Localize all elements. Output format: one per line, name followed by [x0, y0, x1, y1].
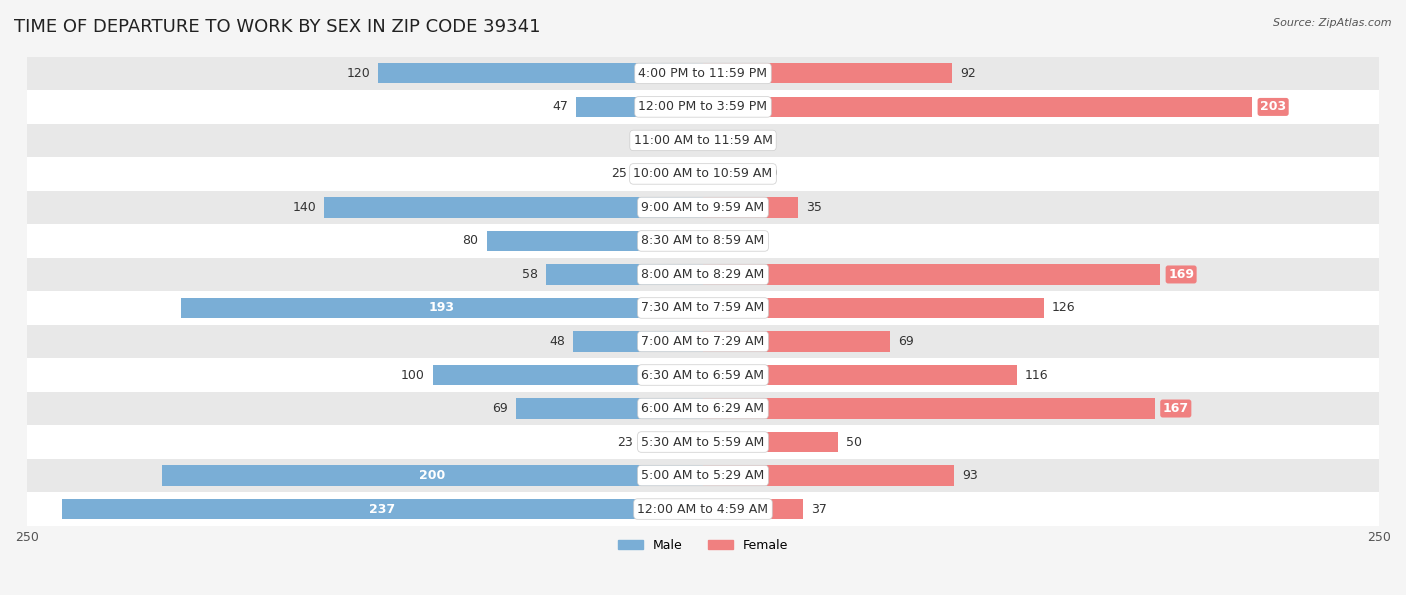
Text: 203: 203: [1260, 101, 1286, 114]
Bar: [703, 298, 1043, 318]
Text: 92: 92: [960, 67, 976, 80]
Bar: [27, 425, 1379, 459]
Text: 200: 200: [419, 469, 446, 482]
Bar: [576, 97, 703, 117]
Text: 35: 35: [806, 201, 821, 214]
Text: 15: 15: [752, 234, 768, 248]
Bar: [703, 231, 744, 251]
Text: 48: 48: [550, 335, 565, 348]
Bar: [62, 499, 703, 519]
Text: 19: 19: [762, 167, 779, 180]
Text: 69: 69: [897, 335, 914, 348]
Bar: [27, 325, 1379, 358]
Bar: [27, 459, 1379, 492]
Bar: [433, 365, 703, 385]
Bar: [703, 432, 838, 452]
Bar: [181, 298, 703, 318]
Text: 80: 80: [463, 234, 478, 248]
Text: 7:00 AM to 7:29 AM: 7:00 AM to 7:29 AM: [641, 335, 765, 348]
Bar: [546, 264, 703, 284]
Text: 69: 69: [492, 402, 509, 415]
Text: 237: 237: [370, 503, 395, 515]
Text: 11:00 AM to 11:59 AM: 11:00 AM to 11:59 AM: [634, 134, 772, 147]
Text: 25: 25: [612, 167, 627, 180]
Text: 0: 0: [709, 134, 717, 147]
Text: 8:30 AM to 8:59 AM: 8:30 AM to 8:59 AM: [641, 234, 765, 248]
Text: 167: 167: [1163, 402, 1189, 415]
Text: 7:30 AM to 7:59 AM: 7:30 AM to 7:59 AM: [641, 302, 765, 315]
Bar: [516, 399, 703, 418]
Text: Source: ZipAtlas.com: Source: ZipAtlas.com: [1274, 18, 1392, 28]
Bar: [27, 258, 1379, 291]
Text: 126: 126: [1052, 302, 1076, 315]
Text: 8:00 AM to 8:29 AM: 8:00 AM to 8:29 AM: [641, 268, 765, 281]
Text: 100: 100: [401, 368, 425, 381]
Text: 50: 50: [846, 436, 862, 449]
Bar: [27, 90, 1379, 124]
Bar: [162, 465, 703, 486]
Text: 47: 47: [553, 101, 568, 114]
Text: 23: 23: [617, 436, 633, 449]
Text: 5:00 AM to 5:29 AM: 5:00 AM to 5:29 AM: [641, 469, 765, 482]
Bar: [636, 164, 703, 184]
Bar: [27, 124, 1379, 157]
Text: 10:00 AM to 10:59 AM: 10:00 AM to 10:59 AM: [634, 167, 772, 180]
Bar: [703, 97, 1251, 117]
Bar: [703, 264, 1160, 284]
Text: 12:00 PM to 3:59 PM: 12:00 PM to 3:59 PM: [638, 101, 768, 114]
Text: 9:00 AM to 9:59 AM: 9:00 AM to 9:59 AM: [641, 201, 765, 214]
Bar: [27, 492, 1379, 526]
Bar: [378, 63, 703, 83]
Text: 6:00 AM to 6:29 AM: 6:00 AM to 6:29 AM: [641, 402, 765, 415]
Text: 0: 0: [689, 134, 697, 147]
Text: 140: 140: [292, 201, 316, 214]
Bar: [703, 164, 755, 184]
Bar: [574, 331, 703, 352]
Bar: [27, 291, 1379, 325]
Text: 58: 58: [522, 268, 538, 281]
Text: 93: 93: [963, 469, 979, 482]
Bar: [27, 57, 1379, 90]
Text: 12:00 AM to 4:59 AM: 12:00 AM to 4:59 AM: [637, 503, 769, 515]
Bar: [703, 331, 890, 352]
Bar: [486, 231, 703, 251]
Bar: [703, 465, 955, 486]
Bar: [27, 157, 1379, 190]
Bar: [325, 198, 703, 218]
Bar: [27, 224, 1379, 258]
Text: 116: 116: [1025, 368, 1049, 381]
Text: 37: 37: [811, 503, 827, 515]
Text: TIME OF DEPARTURE TO WORK BY SEX IN ZIP CODE 39341: TIME OF DEPARTURE TO WORK BY SEX IN ZIP …: [14, 18, 540, 36]
Text: 4:00 PM to 11:59 PM: 4:00 PM to 11:59 PM: [638, 67, 768, 80]
Bar: [27, 392, 1379, 425]
Bar: [703, 365, 1017, 385]
Text: 120: 120: [347, 67, 370, 80]
Bar: [703, 499, 803, 519]
Bar: [27, 190, 1379, 224]
Text: 193: 193: [429, 302, 456, 315]
Bar: [703, 198, 797, 218]
Bar: [703, 63, 952, 83]
Bar: [703, 399, 1154, 418]
Bar: [27, 358, 1379, 392]
Text: 6:30 AM to 6:59 AM: 6:30 AM to 6:59 AM: [641, 368, 765, 381]
Bar: [641, 432, 703, 452]
Legend: Male, Female: Male, Female: [613, 534, 793, 557]
Text: 169: 169: [1168, 268, 1194, 281]
Text: 5:30 AM to 5:59 AM: 5:30 AM to 5:59 AM: [641, 436, 765, 449]
